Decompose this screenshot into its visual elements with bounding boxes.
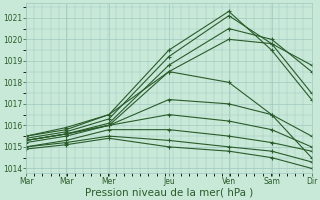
X-axis label: Pression niveau de la mer( hPa ): Pression niveau de la mer( hPa ) [85, 187, 253, 197]
